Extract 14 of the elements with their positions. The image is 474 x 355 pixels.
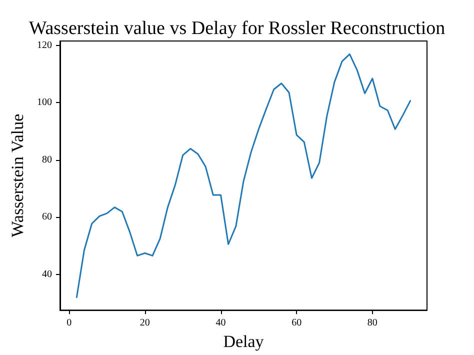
x-axis-title: Delay <box>223 332 264 351</box>
x-tick-label: 80 <box>367 318 378 329</box>
x-tick-label: 60 <box>292 318 302 329</box>
y-tick-label: 100 <box>37 97 52 108</box>
line-series <box>76 53 412 298</box>
y-axis-title: Wasserstein Value <box>8 114 28 238</box>
x-tick-label: 0 <box>66 318 72 329</box>
y-tick-label: 120 <box>37 40 52 51</box>
y-tick-label: 40 <box>42 268 52 280</box>
chart-title: Wasserstein value vs Delay for Rossler Reconstruction <box>28 18 446 39</box>
x-tick-label: 20 <box>140 318 150 329</box>
x-tick-label: 40 <box>216 318 226 329</box>
y-tick-label: 80 <box>42 154 52 166</box>
y-tick-label: 60 <box>42 212 52 223</box>
